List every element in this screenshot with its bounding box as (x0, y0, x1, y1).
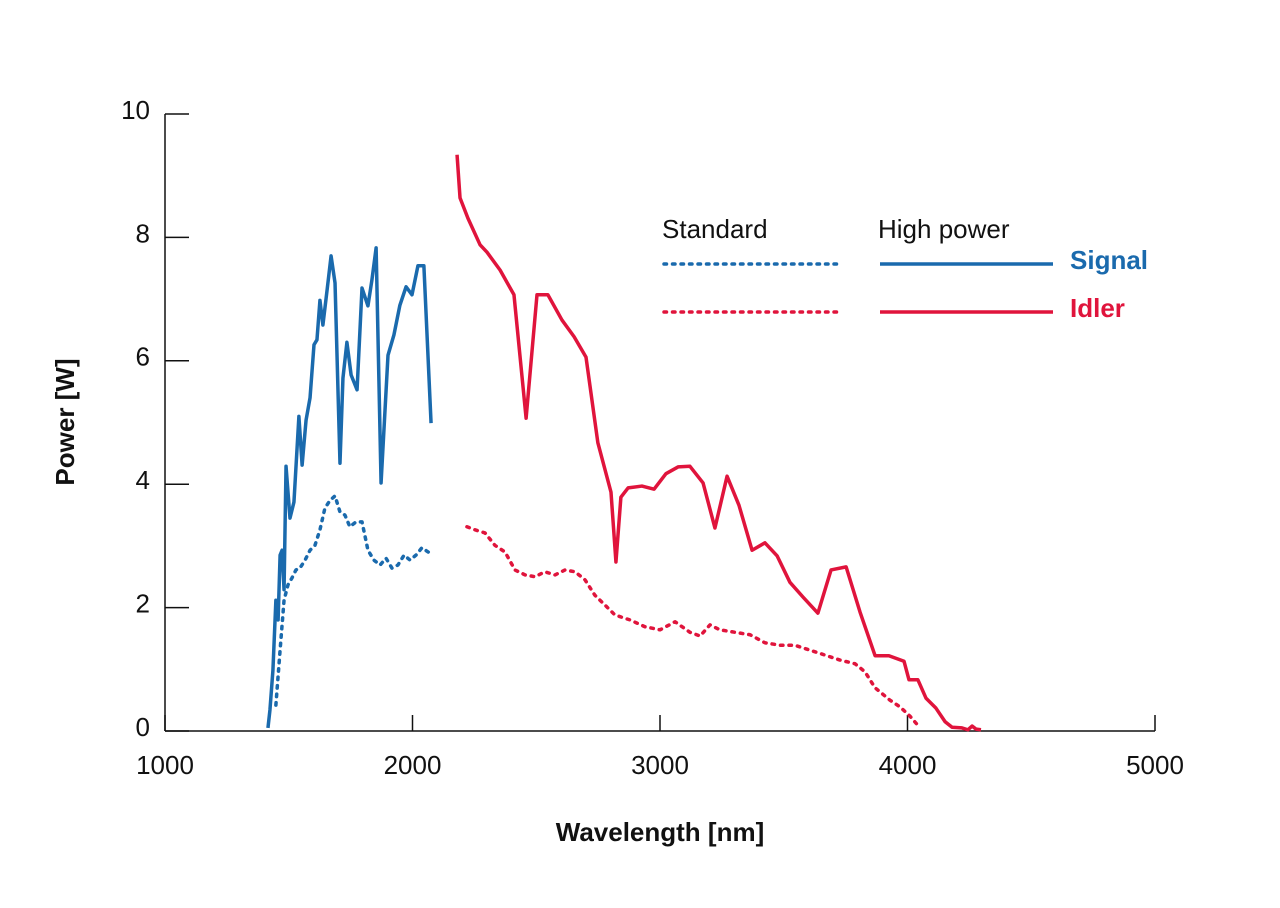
x-tick-label: 3000 (631, 750, 689, 780)
x-tick-label: 1000 (136, 750, 194, 780)
y-tick-label: 2 (136, 588, 150, 618)
series-line (465, 525, 922, 730)
legend-row-label: Idler (1070, 293, 1125, 323)
legend-column-label: High power (878, 214, 1010, 244)
series-line (266, 246, 433, 729)
series-line (455, 154, 982, 732)
x-tick-label: 2000 (384, 750, 442, 780)
x-tick-label: 4000 (879, 750, 937, 780)
y-axis-label: Power [W] (50, 358, 80, 485)
legend-column-label: Standard (662, 214, 768, 244)
series-line (274, 494, 432, 707)
y-tick-label: 6 (136, 342, 150, 372)
y-tick-label: 4 (136, 465, 150, 495)
y-tick-label: 10 (121, 95, 150, 125)
legend-row-label: Signal (1070, 245, 1148, 275)
x-tick-label: 5000 (1126, 750, 1184, 780)
y-tick-label: 8 (136, 218, 150, 248)
x-axis-label: Wavelength [nm] (556, 817, 764, 847)
y-tick-label: 0 (136, 712, 150, 742)
